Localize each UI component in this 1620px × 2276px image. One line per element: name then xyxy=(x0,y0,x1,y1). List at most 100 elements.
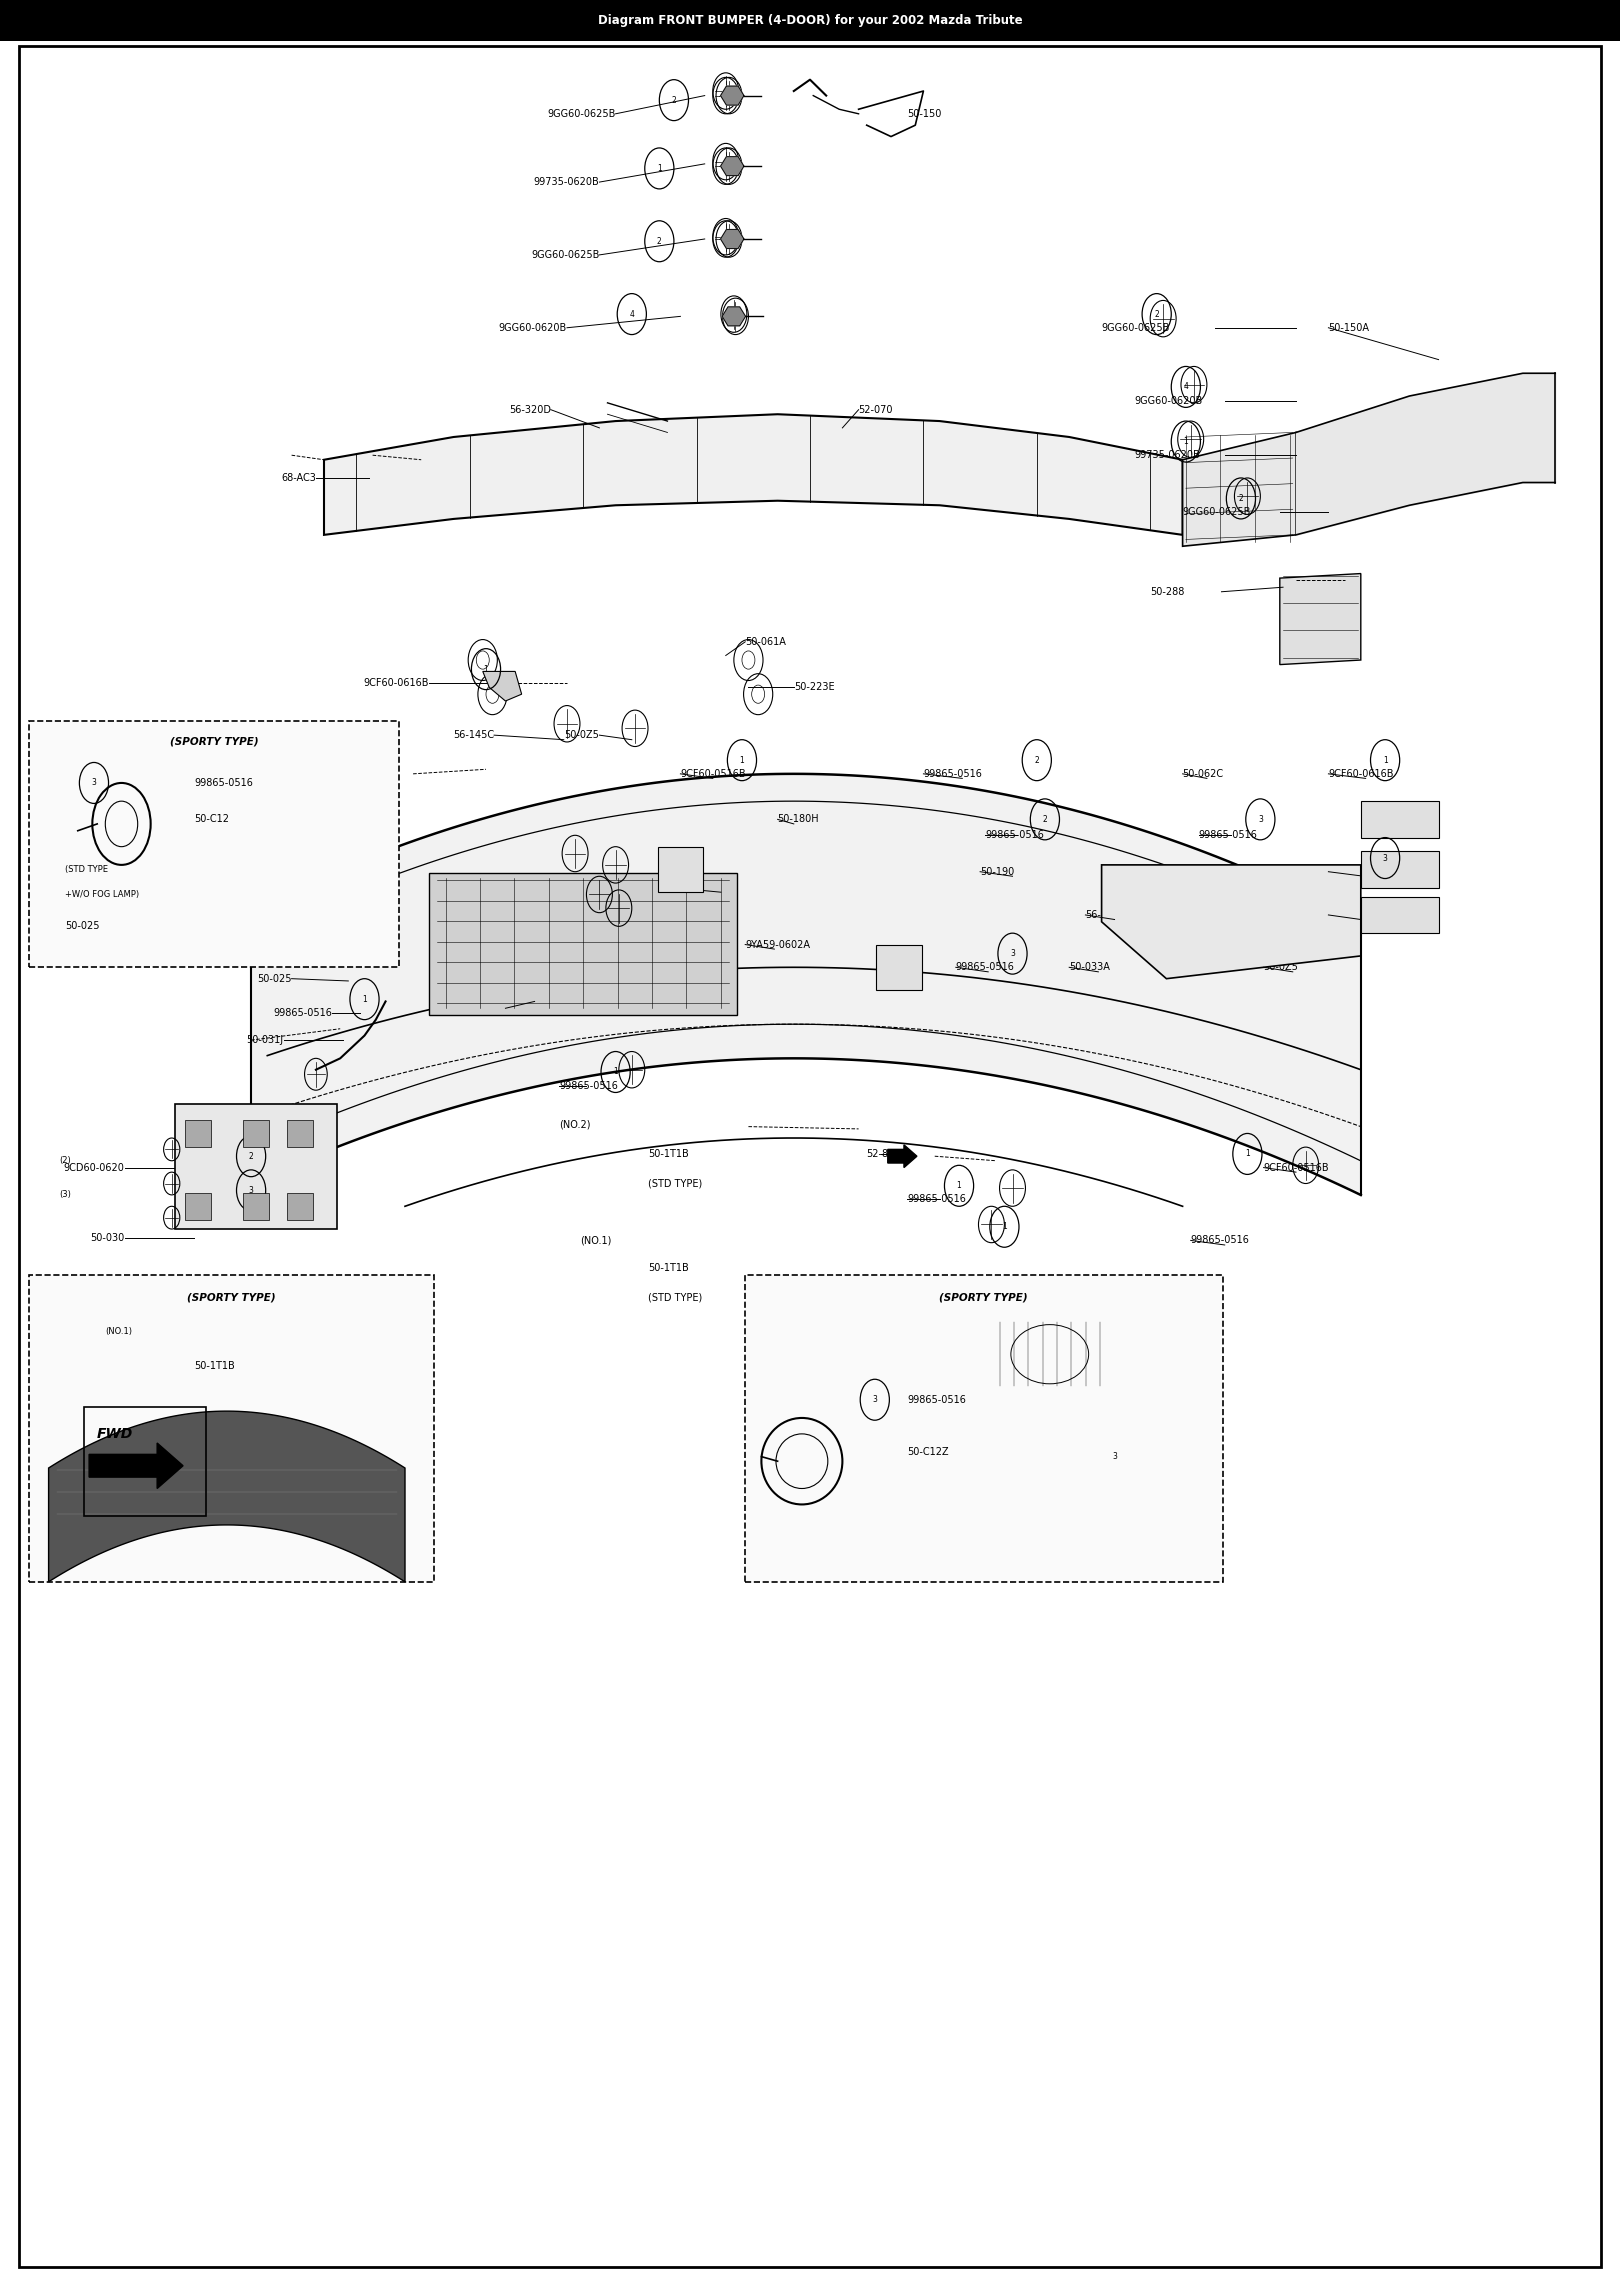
Text: 99735-0620B: 99735-0620B xyxy=(533,178,599,187)
Text: 1: 1 xyxy=(484,665,488,674)
Bar xyxy=(84,1407,206,1516)
Text: 50-031J: 50-031J xyxy=(246,1036,284,1045)
Text: 99865-0516: 99865-0516 xyxy=(985,831,1043,840)
Text: 9CF60-0616B: 9CF60-0616B xyxy=(364,678,429,687)
Text: 9GG60-0625B: 9GG60-0625B xyxy=(1183,508,1251,517)
Text: 56-145C: 56-145C xyxy=(454,731,494,740)
Text: 9GG60-0625B: 9GG60-0625B xyxy=(531,250,599,259)
Bar xyxy=(29,721,399,967)
Text: 50-150: 50-150 xyxy=(907,109,941,118)
Text: 3: 3 xyxy=(1111,1452,1118,1461)
Polygon shape xyxy=(49,1411,405,1582)
Text: 50-C12: 50-C12 xyxy=(194,815,230,824)
Text: 99865-0516: 99865-0516 xyxy=(956,963,1014,972)
Text: 99865-0516: 99865-0516 xyxy=(1191,1236,1249,1245)
Text: 1: 1 xyxy=(1184,437,1187,446)
Text: 50-062C: 50-062C xyxy=(1183,769,1223,778)
Text: 1: 1 xyxy=(1246,1149,1249,1158)
Text: 2: 2 xyxy=(1043,815,1047,824)
Text: 1: 1 xyxy=(740,756,744,765)
Text: 56-145C: 56-145C xyxy=(1085,910,1126,920)
Text: 99865-0516: 99865-0516 xyxy=(559,1081,617,1090)
Text: 50-025: 50-025 xyxy=(258,974,292,983)
Bar xyxy=(876,945,922,990)
Text: 9GG60-0620B: 9GG60-0620B xyxy=(499,323,567,332)
Text: (STD TYPE+W/O FOG LAMP): (STD TYPE+W/O FOG LAMP) xyxy=(949,1375,1085,1384)
Text: (NO.1): (NO.1) xyxy=(580,1236,611,1245)
Text: (NO.2): (NO.2) xyxy=(559,1120,590,1129)
Bar xyxy=(1361,897,1439,933)
Text: 1: 1 xyxy=(658,164,661,173)
Bar xyxy=(29,1275,434,1582)
Text: 68-AC3: 68-AC3 xyxy=(280,473,316,483)
Text: 9CD60-0620: 9CD60-0620 xyxy=(63,1163,125,1172)
Text: 50-288: 50-288 xyxy=(1150,587,1184,596)
Text: Diagram FRONT BUMPER (4-DOOR) for your 2002 Mazda Tribute: Diagram FRONT BUMPER (4-DOOR) for your 2… xyxy=(598,14,1022,27)
Text: 50-033A: 50-033A xyxy=(1069,963,1110,972)
Text: 99865-0516: 99865-0516 xyxy=(923,769,982,778)
Text: 3: 3 xyxy=(91,778,97,787)
Polygon shape xyxy=(324,414,1183,535)
Text: 1: 1 xyxy=(363,995,366,1004)
Text: 3: 3 xyxy=(1257,815,1264,824)
Bar xyxy=(1361,851,1439,888)
Text: 50-0Z5: 50-0Z5 xyxy=(564,731,599,740)
Bar xyxy=(243,1193,269,1220)
Text: (STD TYPE: (STD TYPE xyxy=(65,865,109,874)
Bar xyxy=(745,1275,1223,1582)
Text: 50-0Z5: 50-0Z5 xyxy=(1264,963,1299,972)
Text: 9CF60-0516B: 9CF60-0516B xyxy=(680,769,747,778)
Text: 9YA59-0602A: 9YA59-0602A xyxy=(672,883,737,892)
Text: 52-070: 52-070 xyxy=(859,405,893,414)
Text: 50-1T1B: 50-1T1B xyxy=(194,1361,235,1370)
Text: 9YA59-0602A: 9YA59-0602A xyxy=(745,940,810,949)
Bar xyxy=(175,1104,337,1229)
Bar xyxy=(658,847,703,892)
Polygon shape xyxy=(251,774,1361,1195)
Text: 99865-0516: 99865-0516 xyxy=(907,1195,966,1204)
Text: 3: 3 xyxy=(872,1395,878,1404)
Text: 1: 1 xyxy=(614,1067,617,1077)
Text: +W/O FOG LAMP): +W/O FOG LAMP) xyxy=(65,890,139,899)
Bar xyxy=(0,0,1620,41)
Text: 50-1T1B: 50-1T1B xyxy=(648,1149,688,1158)
Text: 50-150A: 50-150A xyxy=(1328,323,1369,332)
Text: (NO.1): (NO.1) xyxy=(105,1327,133,1336)
Text: 52-841A: 52-841A xyxy=(867,1149,907,1158)
Polygon shape xyxy=(1183,432,1296,546)
Text: 50-030: 50-030 xyxy=(91,1234,125,1243)
Text: 2: 2 xyxy=(658,237,661,246)
Text: (3): (3) xyxy=(58,1190,71,1199)
Text: 4: 4 xyxy=(629,310,635,319)
Text: 99865-0516: 99865-0516 xyxy=(907,1395,966,1404)
Text: 1: 1 xyxy=(1003,1222,1006,1231)
Text: 1: 1 xyxy=(1383,756,1387,765)
Text: 99865-0516: 99865-0516 xyxy=(1199,831,1257,840)
Text: 2: 2 xyxy=(249,1152,253,1161)
Text: 2: 2 xyxy=(1155,310,1158,319)
Text: 4: 4 xyxy=(1183,382,1189,391)
Text: (2): (2) xyxy=(58,1156,71,1165)
Text: 1: 1 xyxy=(957,1181,961,1190)
Text: 50-1T1B: 50-1T1B xyxy=(648,1263,688,1272)
Text: 99865-0516: 99865-0516 xyxy=(1328,867,1387,876)
Text: (SPORTY TYPE): (SPORTY TYPE) xyxy=(188,1293,275,1302)
Text: 50-C12Z: 50-C12Z xyxy=(907,1448,949,1457)
Bar xyxy=(1361,801,1439,838)
Text: (STD TYPE): (STD TYPE) xyxy=(648,1293,701,1302)
Polygon shape xyxy=(721,230,744,248)
Text: 56-320D: 56-320D xyxy=(509,405,551,414)
Text: 2: 2 xyxy=(1239,494,1243,503)
Text: 3: 3 xyxy=(248,1186,254,1195)
Text: 3: 3 xyxy=(1009,949,1016,958)
Polygon shape xyxy=(721,86,744,105)
Text: 50-190: 50-190 xyxy=(980,867,1014,876)
Bar xyxy=(243,1120,269,1147)
FancyBboxPatch shape xyxy=(429,874,737,1015)
FancyArrow shape xyxy=(888,1145,917,1168)
Text: 2: 2 xyxy=(672,96,676,105)
Text: 50-180H: 50-180H xyxy=(778,815,820,824)
Polygon shape xyxy=(1102,865,1361,979)
Text: 99865-0516: 99865-0516 xyxy=(274,1008,332,1017)
Bar xyxy=(287,1193,313,1220)
